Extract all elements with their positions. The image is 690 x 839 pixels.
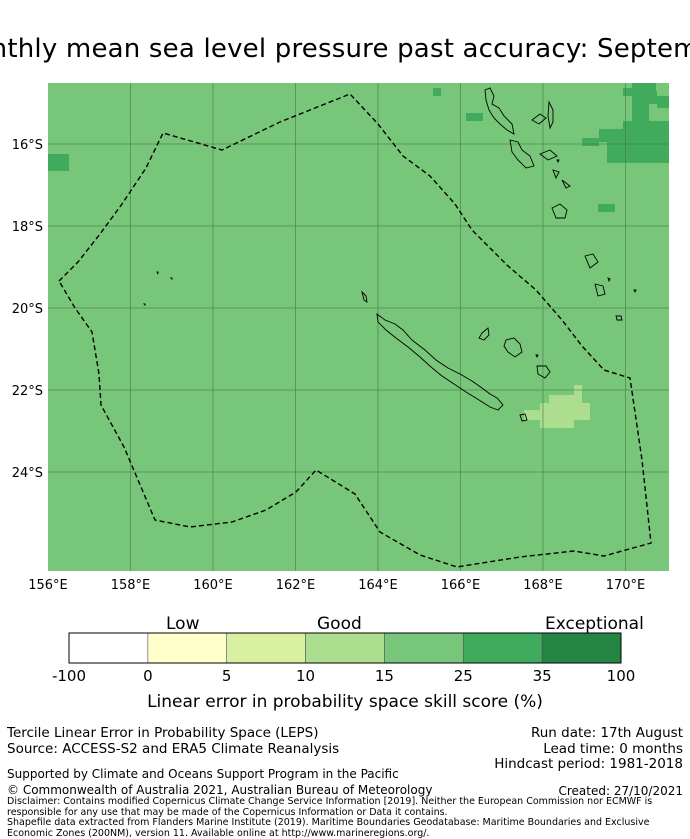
colorbar-tick-label: -100 bbox=[51, 667, 87, 685]
longitude-label: 168°E bbox=[523, 578, 563, 593]
colorbar-swatch bbox=[541, 632, 622, 664]
vanuatu-epi bbox=[552, 169, 560, 180]
loyalty-island-ouvea bbox=[478, 327, 490, 341]
vanuatu-tanna bbox=[594, 283, 606, 297]
colorbar-category-good: Good bbox=[317, 614, 362, 634]
longitude-label: 160°E bbox=[193, 578, 233, 593]
islet-f bbox=[535, 354, 539, 359]
vanuatu-shepherd bbox=[561, 179, 571, 189]
longitude-label: 158°E bbox=[111, 578, 151, 593]
belep-island bbox=[361, 290, 368, 303]
loyalty-island-mare bbox=[536, 365, 551, 379]
islet-b bbox=[633, 289, 637, 294]
longitude-label: 162°E bbox=[276, 578, 316, 593]
islet-c bbox=[156, 271, 159, 275]
latitude-label: 22°S bbox=[12, 384, 43, 399]
colorbar-swatch bbox=[147, 632, 228, 664]
colorbar-swatch bbox=[305, 632, 385, 664]
colorbar-tick-label: 35 bbox=[532, 667, 552, 685]
high-skill-cells bbox=[48, 83, 669, 212]
method-line: Tercile Linear Error in Probability Spac… bbox=[7, 725, 319, 741]
colorbar-tick-label: 5 bbox=[221, 667, 232, 685]
longitude-labels: 156°E 158°E 160°E 162°E 164°E 166°E 168°E 170°E bbox=[28, 578, 645, 593]
vanuatu-pentecost bbox=[547, 100, 554, 130]
colorbar-outline bbox=[68, 632, 622, 664]
latitude-label: 16°S bbox=[12, 138, 43, 153]
colorbar-category-low: Low bbox=[166, 614, 200, 634]
eez-boundary bbox=[58, 93, 652, 568]
longitude-label: 156°E bbox=[28, 578, 68, 593]
longitude-label: 164°E bbox=[358, 578, 398, 593]
colorbar-tick-label: 0 bbox=[143, 667, 153, 685]
vanuatu-efate bbox=[551, 203, 568, 219]
colorbar-tick-label: 15 bbox=[374, 667, 394, 685]
vanuatu-aneityum bbox=[615, 315, 623, 321]
vanuatu-ambrym bbox=[539, 149, 558, 161]
islet-a bbox=[607, 277, 611, 283]
colorbar-swatch bbox=[226, 632, 306, 664]
latitude-label: 20°S bbox=[12, 302, 43, 317]
lead-time: Lead time: 0 months bbox=[543, 741, 683, 757]
colorbar-swatch bbox=[68, 632, 149, 664]
created-date: Created: 27/10/2021 bbox=[558, 784, 683, 798]
colorbar-swatch bbox=[462, 632, 543, 664]
colorbar bbox=[68, 632, 622, 664]
islet-e bbox=[142, 303, 146, 307]
new-caledonia-island bbox=[376, 313, 504, 411]
longitude-label: 166°E bbox=[441, 578, 481, 593]
map-background bbox=[48, 83, 669, 571]
vanuatu-malekula bbox=[509, 139, 535, 169]
colorbar-swatch bbox=[384, 632, 464, 664]
loyalty-island-lifou bbox=[503, 337, 523, 358]
disclaimer: Disclaimer: Contains modified Copernicus… bbox=[7, 796, 653, 818]
vanuatu-erromango bbox=[584, 253, 599, 269]
colorbar-title: Linear error in probability space skill … bbox=[147, 692, 543, 712]
source-line: Source: ACCESS-S2 and ERA5 Climate Reana… bbox=[7, 741, 340, 757]
run-date: Run date: 17th August bbox=[530, 725, 683, 741]
coastlines bbox=[142, 87, 637, 422]
chart-title: onthly mean sea level pressure past accu… bbox=[0, 34, 690, 64]
latitude-labels: 16°S 18°S 20°S 22°S 24°S bbox=[12, 138, 43, 481]
graticule bbox=[48, 83, 669, 571]
islet-g bbox=[556, 159, 560, 164]
colorbar-tick-label: 25 bbox=[453, 667, 473, 685]
shapefile-credit: Shapefile data extracted from Flanders M… bbox=[7, 817, 650, 839]
copyright-line: © Commonwealth of Australia 2021, Austra… bbox=[7, 783, 433, 797]
colorbar-category-exceptional: Exceptional bbox=[545, 614, 644, 634]
colorbar-tick-label: 100 bbox=[606, 667, 636, 685]
lower-skill-cells bbox=[524, 385, 590, 428]
latitude-label: 24°S bbox=[12, 466, 43, 481]
islet-d bbox=[169, 277, 173, 281]
colorbar-tick-label: 10 bbox=[296, 667, 316, 685]
isle-of-pines bbox=[519, 413, 528, 422]
skill-map: 16°S 18°S 20°S 22°S 24°S 156°E 158°E 160°E 162°… bbox=[12, 83, 669, 593]
vanuatu-ambae bbox=[531, 113, 547, 125]
latitude-label: 18°S bbox=[12, 220, 43, 235]
longitude-label: 170°E bbox=[606, 578, 646, 593]
vanuatu-espiritu-santo bbox=[484, 87, 515, 135]
supported-line: Supported by Climate and Oceans Support … bbox=[7, 767, 399, 781]
hindcast-period: Hindcast period: 1981-2018 bbox=[494, 756, 683, 772]
